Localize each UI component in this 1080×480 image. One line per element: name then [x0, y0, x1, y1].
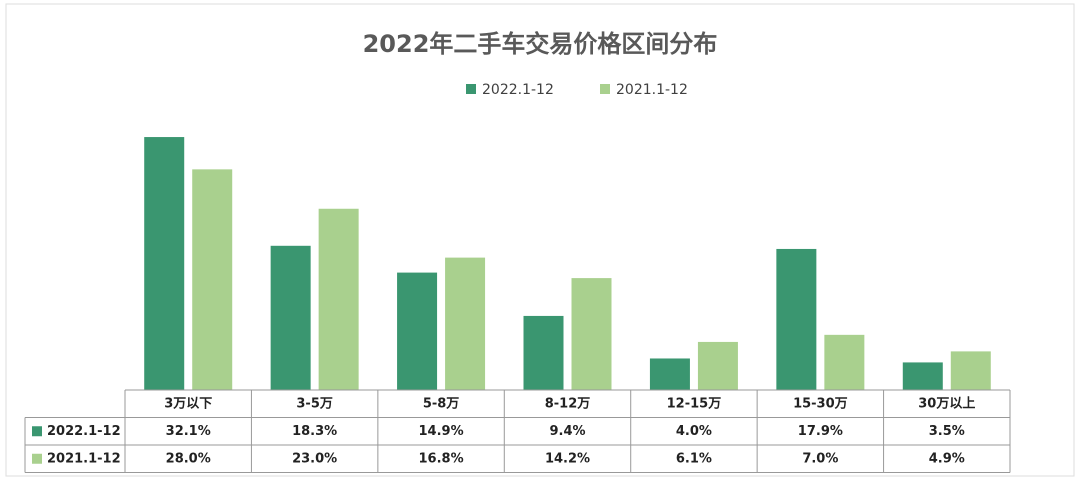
- bar: [192, 169, 233, 390]
- series-label: 2022.1-12: [47, 424, 121, 439]
- bar: [445, 257, 486, 390]
- value-label: 4.9%: [929, 451, 965, 466]
- value-label: 9.4%: [549, 424, 585, 439]
- value-label: 6.1%: [676, 451, 712, 466]
- chart-title: 2022年二手车交易价格区间分布: [363, 30, 718, 58]
- value-label: 32.1%: [166, 424, 211, 439]
- value-label: 4.0%: [676, 424, 712, 439]
- legend-label: 2022.1-12: [482, 82, 554, 98]
- category-label: 12-15万: [667, 396, 722, 411]
- category-label: 3万以下: [164, 396, 212, 411]
- value-label: 18.3%: [292, 424, 337, 439]
- series-label: 2021.1-12: [47, 451, 121, 466]
- table-legend-swatch: [32, 453, 42, 464]
- bar: [144, 137, 185, 390]
- bar: [318, 208, 359, 390]
- table-legend-swatch: [32, 426, 42, 437]
- value-label: 14.2%: [545, 451, 590, 466]
- legend-swatch: [466, 84, 476, 94]
- category-label: 8-12万: [545, 396, 591, 411]
- bar: [571, 278, 612, 390]
- category-label: 15-30万: [793, 396, 848, 411]
- legend-swatch: [600, 84, 610, 94]
- bar: [397, 272, 438, 390]
- bar: [824, 334, 865, 390]
- category-label: 5-8万: [423, 396, 460, 411]
- category-label: 3-5万: [296, 396, 333, 411]
- chart-border: [5, 3, 1075, 477]
- value-label: 14.9%: [419, 424, 464, 439]
- value-label: 17.9%: [798, 424, 843, 439]
- value-label: 16.8%: [419, 451, 464, 466]
- bar: [902, 362, 943, 390]
- bar: [950, 351, 991, 390]
- bar: [697, 341, 738, 390]
- bar: [649, 358, 690, 390]
- bar: [270, 245, 311, 390]
- value-label: 3.5%: [929, 424, 965, 439]
- value-label: 7.0%: [802, 451, 838, 466]
- value-label: 28.0%: [166, 451, 211, 466]
- category-label: 30万以上: [918, 396, 975, 411]
- bar: [523, 315, 564, 390]
- value-label: 23.0%: [292, 451, 337, 466]
- bar: [776, 248, 817, 390]
- legend-label: 2021.1-12: [616, 82, 688, 98]
